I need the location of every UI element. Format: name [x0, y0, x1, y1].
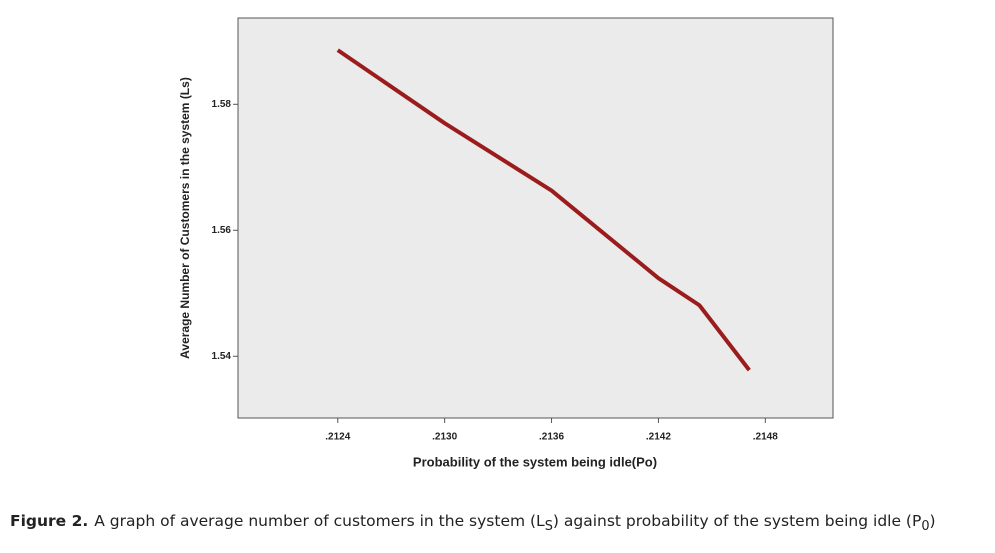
x-axis-title: Probability of the system being idle(Po) [413, 454, 657, 469]
y-tick-label: 1.54 [212, 351, 232, 362]
caption-text: A graph of average number of customers i… [94, 512, 545, 530]
caption: Figure 2. A graph of average number of cu… [10, 512, 936, 534]
x-tick-label: .2142 [646, 432, 671, 443]
caption-text: ) against probability of the system bein… [552, 512, 922, 530]
x-tick-label: .2136 [539, 432, 564, 443]
x-tick-label: .2130 [432, 432, 457, 443]
caption-sub: S [544, 519, 553, 535]
y-tick-label: 1.58 [212, 99, 232, 110]
caption-sub: 0 [921, 519, 930, 535]
x-tick-label: .2124 [325, 432, 350, 443]
caption-text: ) [929, 512, 936, 530]
plot-area [237, 17, 834, 419]
chart: Probability of the system being idle(Po)… [178, 17, 834, 469]
y-tick-label: 1.56 [212, 225, 232, 236]
data-line [336, 48, 751, 372]
x-tick-label: .2148 [753, 432, 778, 443]
caption-label: Figure 2. [10, 512, 89, 530]
y-axis-title: Average Number of Customers in the syste… [178, 77, 192, 359]
